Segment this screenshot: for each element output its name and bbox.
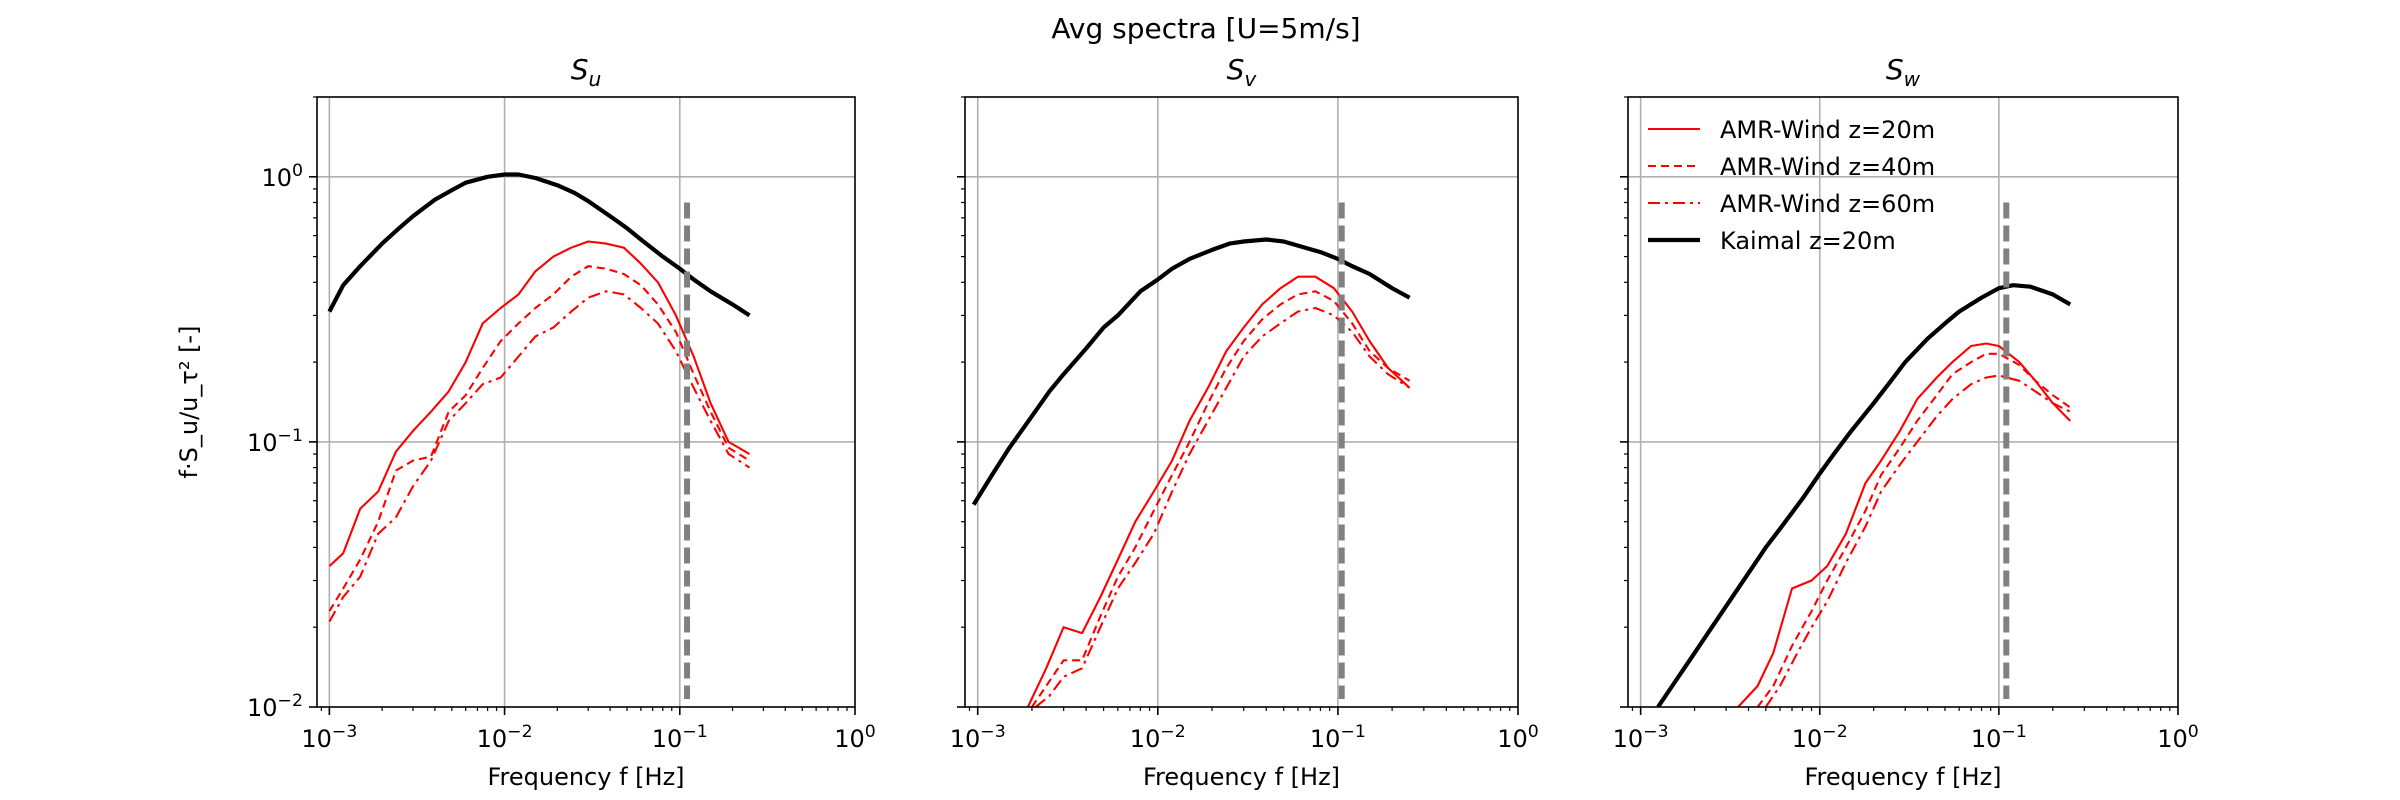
series-line-4 <box>971 237 1411 506</box>
x-axis-label: Frequency f [Hz] <box>1143 763 1340 791</box>
x-tick-label: 10−2 <box>1130 722 1186 753</box>
subplot-title: Sv <box>1227 53 1258 91</box>
series-line-2 <box>1756 352 2071 707</box>
series-line-2 <box>328 265 751 612</box>
series-line-2 <box>1031 290 1411 707</box>
plot-area <box>327 172 751 699</box>
legend-label: Kaimal z=20m <box>1720 227 1896 255</box>
subplot-3: 10−3 10−2 10−1 100 Sw Frequency f [Hz] AMR-Win… <box>1613 53 2199 791</box>
y-tick-label: 10−2 <box>247 691 303 722</box>
series-line-4 <box>1656 283 2072 707</box>
series-line-4 <box>327 172 751 318</box>
series-line-1 <box>1026 275 1411 707</box>
subplot-title: Su <box>571 53 602 91</box>
legend-label: AMR-Wind z=40m <box>1720 153 1935 181</box>
x-axis-label: Frequency f [Hz] <box>1804 763 2001 791</box>
x-axis-label: Frequency f [Hz] <box>487 763 684 791</box>
subplot-2: 10−3 10−2 10−1 100 Sv Frequency f [Hz] <box>950 53 1539 791</box>
series-line-3 <box>1764 374 2071 707</box>
series-line-1 <box>328 240 751 567</box>
y-tick-label: 10−1 <box>247 426 303 457</box>
axes-frame <box>316 96 856 708</box>
x-tick-label: 10−2 <box>477 722 533 753</box>
x-tick-label: 10−1 <box>652 722 708 753</box>
x-tick-label: 10−1 <box>1971 722 2027 753</box>
x-tick-label: 10−2 <box>1792 722 1848 753</box>
series-line-3 <box>1035 306 1411 707</box>
x-tick-label: 10−3 <box>950 722 1006 753</box>
y-axis-label: f·S_u/u_τ² [-] <box>175 326 203 479</box>
subplot-title: Sw <box>1886 53 1921 91</box>
x-tick-label: 10−1 <box>1310 722 1366 753</box>
x-tick-label: 10−3 <box>301 722 357 753</box>
figure-suptitle: Avg spectra [U=5m/s] <box>1051 12 1360 45</box>
axes-frame <box>964 96 1519 708</box>
x-tick-label: 10−3 <box>1613 722 1669 753</box>
legend: AMR-Wind z=20m AMR-Wind z=40m AMR-Wind z=6… <box>1648 116 1935 255</box>
series-line-3 <box>328 290 751 623</box>
x-tick-label: 100 <box>1497 722 1539 753</box>
series-line-1 <box>1737 342 2071 707</box>
plot-area <box>971 202 1411 707</box>
x-tick-label: 100 <box>834 722 876 753</box>
x-tick-label: 100 <box>2157 722 2199 753</box>
axes-frame <box>1627 96 2179 708</box>
legend-label: AMR-Wind z=20m <box>1720 116 1935 144</box>
y-tick-label: 100 <box>261 161 303 192</box>
plot-area <box>1656 202 2072 707</box>
legend-label: AMR-Wind z=60m <box>1720 190 1935 218</box>
